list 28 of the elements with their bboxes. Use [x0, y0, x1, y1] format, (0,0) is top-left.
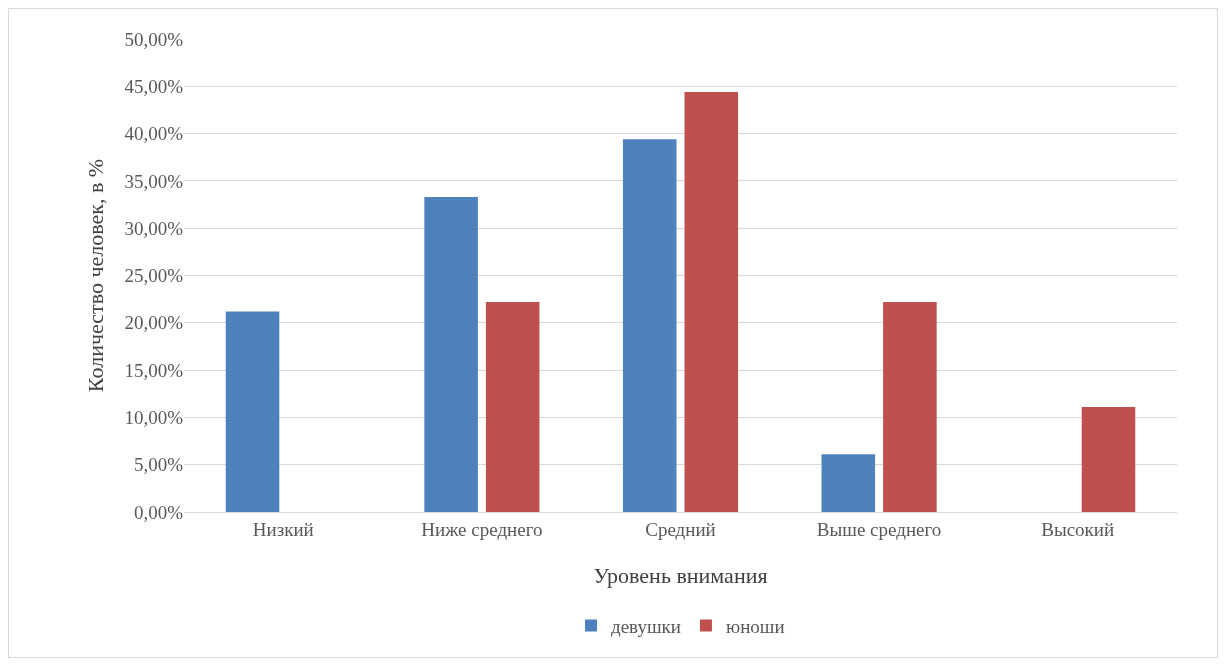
- y-tick-label: 20,00%: [124, 312, 184, 334]
- y-tick-label: 40,00%: [124, 123, 184, 145]
- bar: [684, 91, 739, 512]
- bar: [622, 139, 677, 512]
- x-tick-label: Средний: [645, 518, 716, 540]
- y-tick-label: 5,00%: [133, 454, 184, 476]
- y-tick-label: 45,00%: [124, 75, 184, 97]
- x-tick-label: Ниже среднего: [421, 518, 543, 540]
- x-tick-label: Высокий: [1041, 518, 1115, 540]
- x-tick-label: Выше среднего: [816, 518, 942, 540]
- x-tick-label: Низкий: [252, 518, 314, 540]
- y-tick-label: 0,00%: [133, 501, 184, 523]
- y-tick-label: 25,00%: [124, 265, 184, 287]
- y-tick-label: 50,00%: [124, 28, 184, 50]
- bar: [485, 301, 540, 512]
- y-tick-label: 10,00%: [124, 407, 184, 429]
- legend-label: юноши: [725, 615, 785, 637]
- legend-label: девушки: [611, 615, 681, 637]
- x-axis-title: Уровень внимания: [593, 562, 768, 588]
- y-tick-label: 30,00%: [124, 217, 184, 239]
- y-tick-label: 15,00%: [124, 359, 184, 381]
- bar: [225, 311, 280, 512]
- bar: [424, 196, 478, 512]
- bar: [821, 454, 876, 512]
- bar: [1081, 406, 1136, 512]
- y-axis-title: Количество человек, в %: [83, 158, 109, 393]
- y-tick-label: 35,00%: [124, 170, 184, 192]
- bar: [883, 301, 937, 512]
